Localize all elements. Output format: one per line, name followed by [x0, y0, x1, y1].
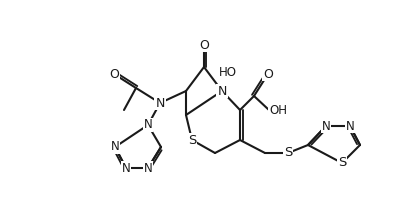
- Text: N: N: [217, 85, 227, 98]
- Text: N: N: [144, 119, 152, 131]
- Text: S: S: [338, 156, 346, 169]
- Text: N: N: [111, 141, 119, 153]
- Text: S: S: [284, 147, 292, 159]
- Text: O: O: [263, 67, 273, 80]
- Text: O: O: [199, 39, 209, 52]
- Text: OH: OH: [269, 104, 287, 116]
- Text: N: N: [322, 119, 330, 132]
- Text: N: N: [144, 162, 152, 174]
- Text: HO: HO: [219, 65, 237, 79]
- Text: N: N: [122, 162, 131, 174]
- Text: O: O: [109, 67, 119, 80]
- Text: N: N: [345, 119, 354, 132]
- Text: N: N: [155, 97, 165, 110]
- Text: S: S: [188, 134, 196, 147]
